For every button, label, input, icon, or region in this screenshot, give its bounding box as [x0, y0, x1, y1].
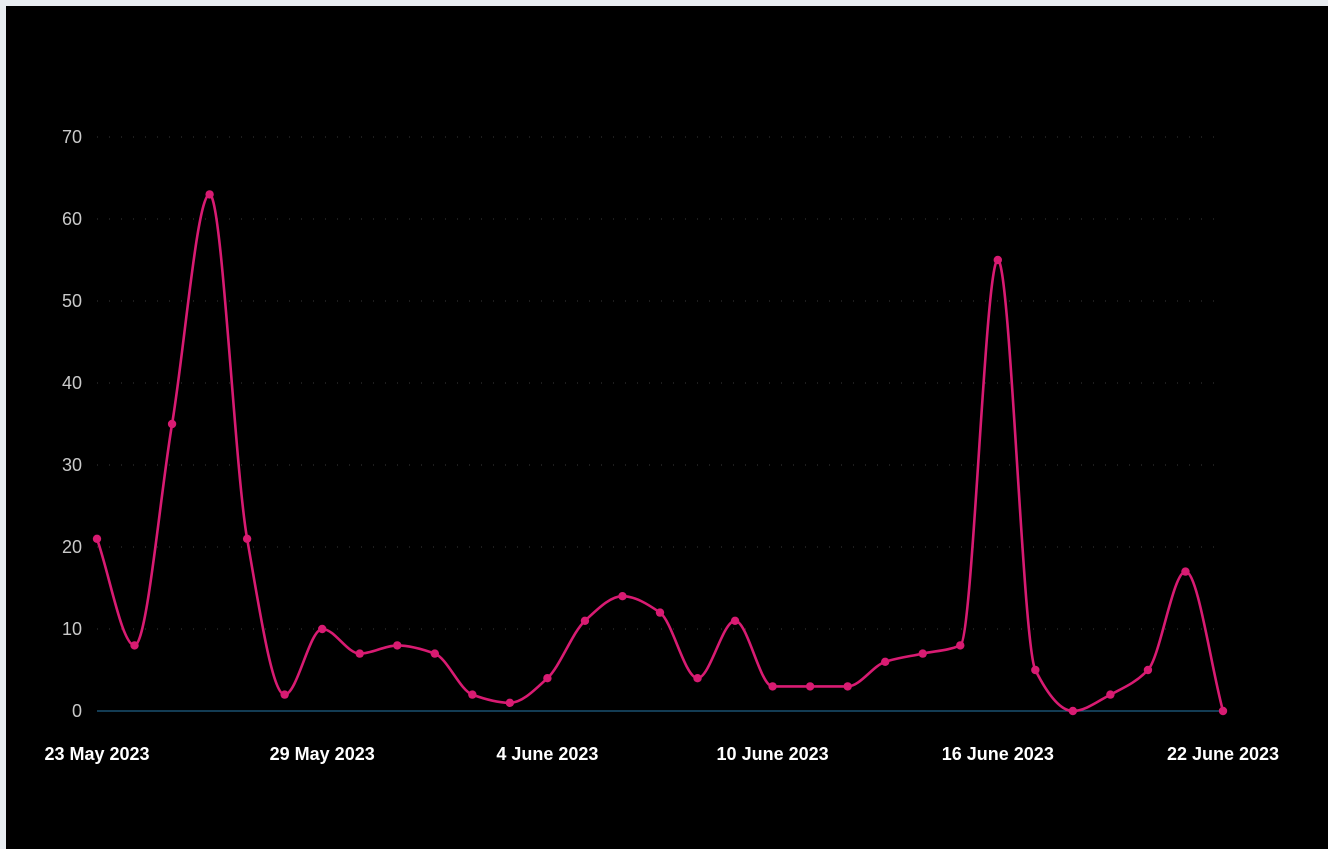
data-point[interactable]	[730, 616, 740, 625]
gridlines	[97, 136, 1223, 712]
y-tick-label: 20	[62, 537, 82, 557]
data-point[interactable]	[1031, 665, 1040, 675]
data-point[interactable]	[956, 641, 965, 650]
data-point[interactable]	[693, 674, 702, 683]
data-point[interactable]	[318, 624, 327, 634]
data-point[interactable]	[1068, 706, 1078, 716]
data-point[interactable]	[1181, 567, 1190, 576]
x-tick-label: 4 June 2023	[496, 744, 598, 764]
x-tick-label: 22 June 2023	[1167, 744, 1279, 764]
line-chart: 0 10 20 30 40 50 60 70 23 May 2023 29 May 2023 4 …	[44, 127, 1279, 764]
y-tick-label: 40	[62, 373, 82, 393]
y-tick-label: 30	[62, 455, 82, 475]
data-point[interactable]	[918, 649, 927, 658]
data-point[interactable]	[1218, 706, 1228, 716]
data-point[interactable]	[355, 649, 364, 658]
data-point[interactable]	[993, 255, 1002, 265]
series-line	[95, 193, 1225, 713]
y-tick-label: 70	[62, 127, 82, 147]
x-tick-label: 16 June 2023	[942, 744, 1054, 764]
data-point[interactable]	[393, 641, 402, 650]
data-point[interactable]	[805, 682, 815, 691]
data-point[interactable]	[92, 534, 102, 543]
chart-panel: 0 10 20 30 40 50 60 70 23 May 2023 29 May 2023 4 …	[6, 6, 1328, 849]
data-point[interactable]	[280, 690, 289, 699]
data-point[interactable]	[843, 682, 852, 691]
y-tick-label: 60	[62, 209, 82, 229]
data-point[interactable]	[1143, 665, 1153, 675]
data-point[interactable]	[242, 534, 252, 543]
x-tick-label: 29 May 2023	[270, 744, 375, 764]
data-point[interactable]	[881, 657, 890, 666]
data-point[interactable]	[580, 616, 590, 625]
y-tick-label: 0	[72, 701, 82, 721]
y-axis-tick-labels: 0 10 20 30 40 50 60 70	[62, 127, 82, 721]
data-point[interactable]	[205, 190, 214, 199]
data-point[interactable]	[468, 690, 477, 699]
y-tick-label: 10	[62, 619, 82, 639]
x-tick-label: 10 June 2023	[717, 744, 829, 764]
data-point[interactable]	[167, 419, 177, 429]
x-axis-tick-labels: 23 May 2023 29 May 2023 4 June 2023 10 June…	[44, 744, 1279, 764]
series-layer	[92, 190, 1228, 716]
x-tick-label: 23 May 2023	[44, 744, 149, 764]
data-point[interactable]	[618, 592, 627, 601]
data-point[interactable]	[655, 608, 665, 617]
data-point[interactable]	[543, 674, 552, 683]
y-tick-label: 50	[62, 291, 82, 311]
data-point[interactable]	[130, 641, 139, 650]
data-point[interactable]	[430, 649, 439, 658]
data-point[interactable]	[505, 698, 515, 707]
data-point[interactable]	[1106, 690, 1115, 699]
data-point[interactable]	[768, 682, 777, 691]
